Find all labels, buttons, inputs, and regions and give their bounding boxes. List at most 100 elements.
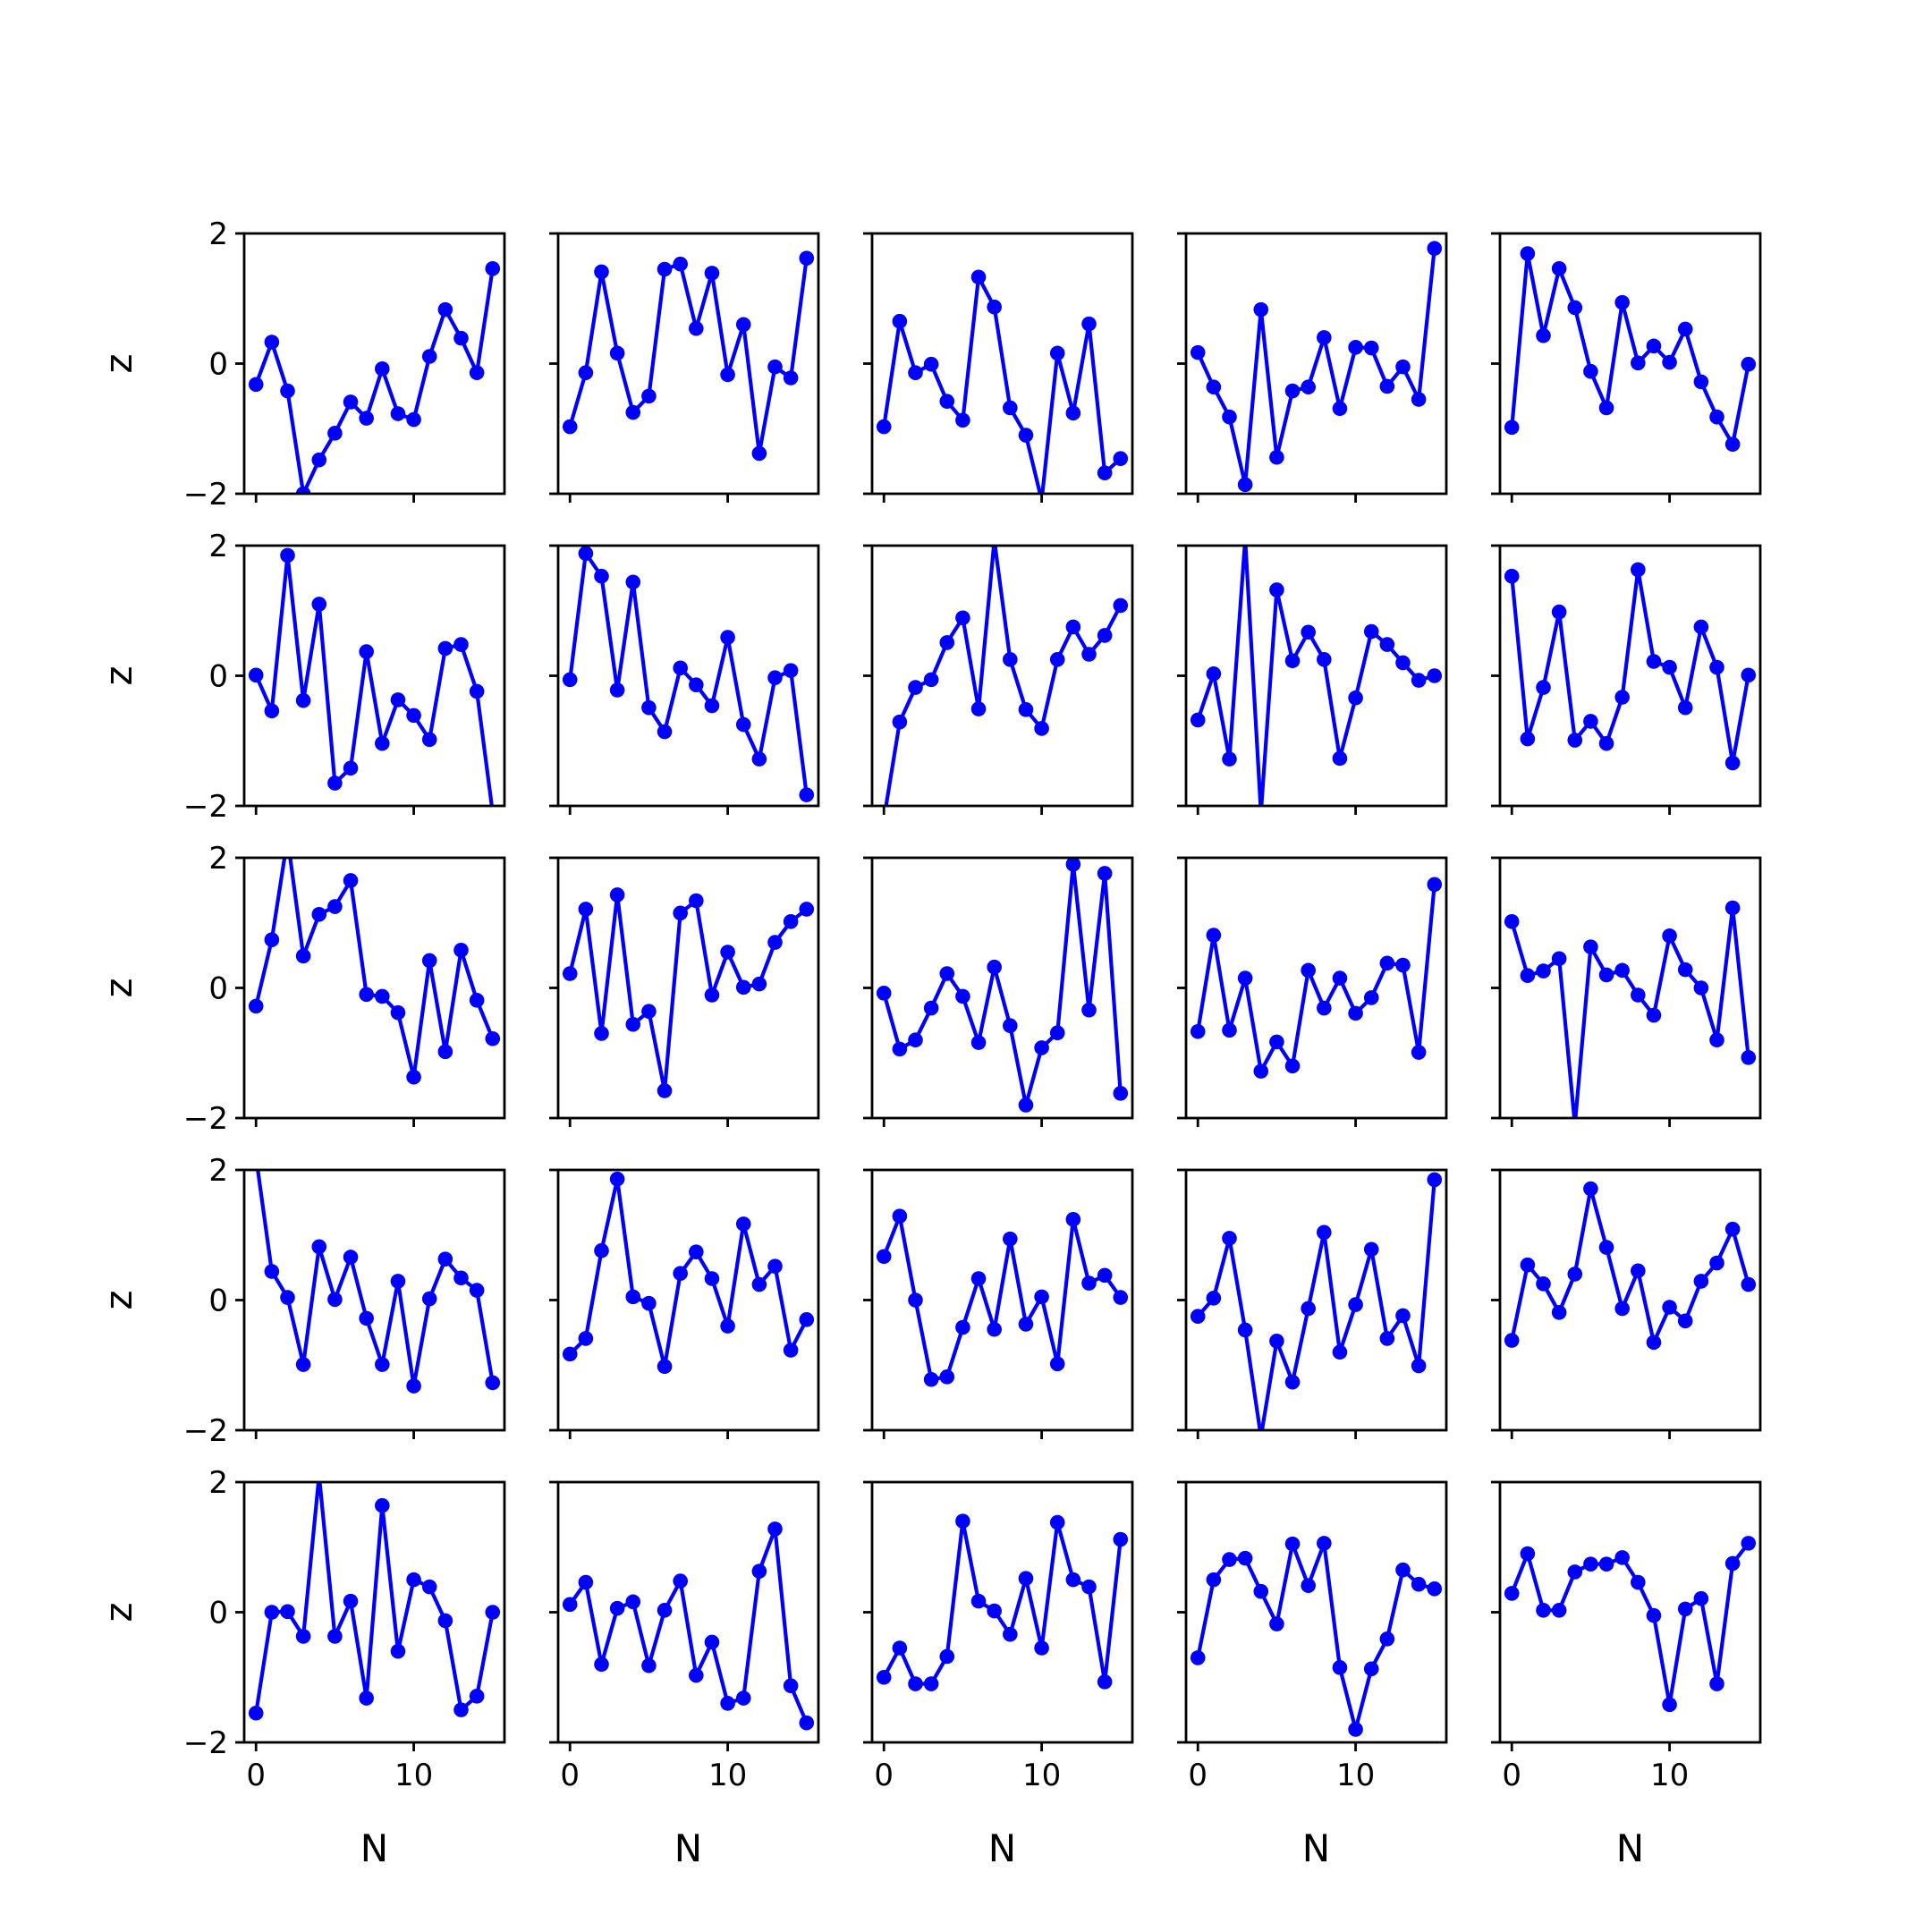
data-point bbox=[390, 406, 406, 421]
subplot-r3-c4 bbox=[1491, 1168, 1762, 1439]
data-point bbox=[1065, 405, 1081, 421]
data-point bbox=[1301, 624, 1316, 640]
y-tick-label: 0 bbox=[208, 659, 228, 695]
data-point bbox=[1395, 957, 1411, 973]
data-point bbox=[280, 547, 295, 564]
data-point bbox=[1504, 568, 1520, 584]
series-group bbox=[562, 1521, 815, 1731]
y-axis-label: z bbox=[97, 978, 140, 997]
data-point bbox=[1253, 301, 1269, 318]
data-point bbox=[375, 735, 390, 751]
data-point bbox=[970, 269, 987, 285]
data-point bbox=[609, 345, 625, 361]
data-point bbox=[1049, 652, 1065, 667]
data-point bbox=[641, 1657, 657, 1674]
data-point bbox=[609, 887, 625, 902]
data-point bbox=[1363, 1241, 1379, 1258]
data-point bbox=[406, 411, 421, 428]
data-point bbox=[783, 663, 799, 678]
data-point bbox=[1190, 1309, 1206, 1324]
data-point bbox=[987, 299, 1002, 315]
data-point bbox=[1583, 363, 1598, 379]
data-point bbox=[578, 902, 594, 917]
series-group bbox=[562, 546, 815, 802]
data-point bbox=[343, 394, 359, 410]
data-point bbox=[1631, 987, 1646, 1003]
data-point bbox=[390, 692, 406, 708]
data-point bbox=[1332, 1660, 1348, 1675]
data-point bbox=[1551, 951, 1567, 967]
data-point bbox=[1614, 690, 1630, 705]
data-point bbox=[1097, 628, 1113, 643]
series-line bbox=[881, 1519, 1123, 1686]
subplot-r3-c0: −2 0 2 z bbox=[97, 1153, 506, 1449]
data-point bbox=[594, 1026, 609, 1041]
data-point bbox=[799, 902, 815, 917]
x-axis-label: N bbox=[674, 1826, 702, 1870]
data-point bbox=[485, 1030, 501, 1046]
data-point bbox=[1301, 962, 1316, 979]
data-point bbox=[437, 640, 453, 657]
data-point bbox=[1567, 1564, 1583, 1580]
data-point bbox=[876, 419, 892, 435]
data-point bbox=[594, 1242, 609, 1258]
series-line bbox=[1195, 1177, 1437, 1430]
data-point bbox=[955, 1513, 970, 1529]
data-point bbox=[641, 388, 657, 404]
data-point bbox=[343, 760, 359, 776]
data-point bbox=[1551, 604, 1567, 620]
data-point bbox=[1222, 1552, 1237, 1567]
data-point bbox=[1363, 1661, 1379, 1677]
data-point bbox=[1222, 409, 1237, 425]
data-point bbox=[1598, 400, 1614, 416]
x-axis-label: N bbox=[988, 1826, 1016, 1870]
data-point bbox=[1003, 400, 1018, 416]
data-point bbox=[390, 1004, 406, 1021]
series-line bbox=[1195, 882, 1437, 1073]
subplot-r0-c4 bbox=[1491, 232, 1762, 503]
data-point bbox=[1332, 970, 1348, 986]
data-point bbox=[295, 486, 311, 494]
subplot-r2-c2 bbox=[863, 856, 1134, 1127]
data-point bbox=[1614, 1301, 1630, 1317]
data-point bbox=[1206, 1572, 1222, 1588]
data-point bbox=[469, 1283, 485, 1298]
data-point bbox=[264, 1264, 280, 1279]
data-point bbox=[1284, 1374, 1301, 1390]
subplot-r3-c3 bbox=[1177, 1168, 1448, 1439]
data-point bbox=[689, 320, 704, 336]
data-point bbox=[248, 998, 264, 1014]
data-point bbox=[359, 411, 374, 426]
data-point bbox=[562, 966, 578, 981]
data-point bbox=[799, 787, 815, 802]
x-tick-label: 10 bbox=[1650, 1758, 1689, 1793]
data-point bbox=[1741, 1536, 1757, 1551]
data-point bbox=[1348, 690, 1363, 706]
data-point bbox=[1614, 962, 1630, 979]
data-point bbox=[609, 1171, 625, 1187]
data-point bbox=[1677, 1313, 1693, 1329]
data-point bbox=[578, 365, 594, 380]
data-point bbox=[720, 1318, 735, 1334]
series-line bbox=[567, 551, 809, 797]
data-point bbox=[876, 1669, 892, 1685]
data-point bbox=[673, 905, 688, 921]
data-point bbox=[264, 335, 280, 350]
data-point bbox=[1677, 699, 1693, 716]
data-point bbox=[1693, 1274, 1709, 1289]
series-group bbox=[562, 1171, 815, 1375]
data-point bbox=[327, 1292, 343, 1308]
data-point bbox=[594, 264, 609, 280]
data-point bbox=[1348, 340, 1363, 355]
data-point bbox=[609, 682, 625, 698]
data-point bbox=[892, 1640, 908, 1656]
x-tick-label: 10 bbox=[1336, 1758, 1375, 1793]
data-point bbox=[704, 1271, 720, 1286]
subplot-r1-c4 bbox=[1491, 544, 1762, 815]
data-point bbox=[421, 1579, 437, 1595]
data-point bbox=[1081, 316, 1097, 332]
data-point bbox=[735, 1216, 751, 1232]
data-point bbox=[673, 1573, 688, 1589]
subplot-r4-c0: 0 10 −2 0 2 Nz bbox=[97, 1465, 506, 1870]
